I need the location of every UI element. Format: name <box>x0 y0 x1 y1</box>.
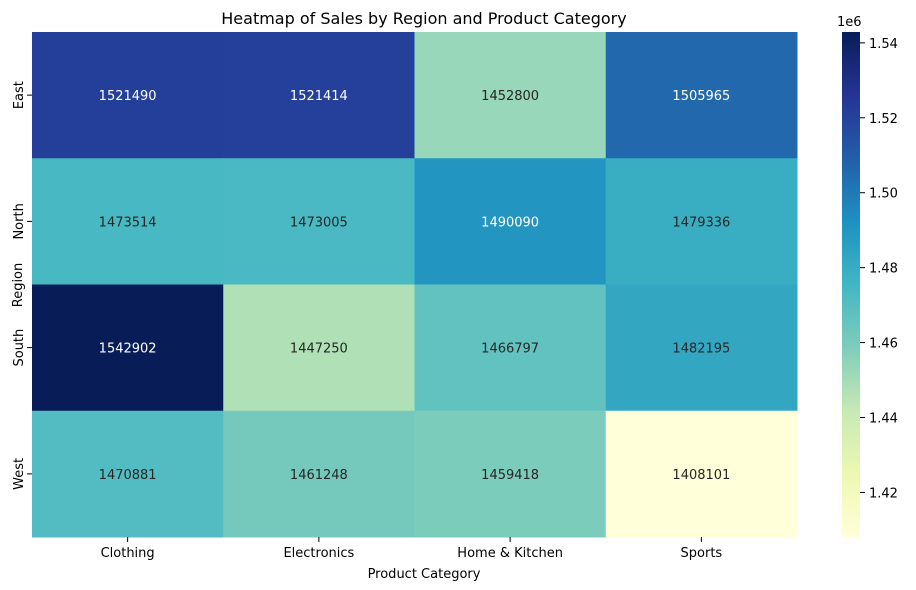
cell-value-label: 1461248 <box>290 468 348 483</box>
y-axis-ticks: East North South West <box>12 81 32 490</box>
heatmap-cell <box>414 284 607 412</box>
cell-value-label: 1542902 <box>99 342 157 357</box>
colorbar-tick-label: 1.52 <box>869 112 898 127</box>
heatmap-cell <box>32 410 224 538</box>
cell-value-label: 1459418 <box>481 468 539 483</box>
colorbar-tick-label: 1.42 <box>869 486 898 501</box>
heatmap-cell <box>32 158 224 285</box>
x-tick-label: Home & Kitchen <box>457 546 563 561</box>
heatmap-cell <box>223 410 415 538</box>
colorbar-tick-label: 1.50 <box>869 187 898 202</box>
heatmap-cell <box>414 410 607 538</box>
heatmap-cell <box>414 158 607 285</box>
colorbar-tick-label: 1.44 <box>869 411 898 426</box>
y-tick-label: West <box>12 458 27 490</box>
cell-value-label: 1447250 <box>290 342 348 357</box>
cell-value-label: 1466797 <box>481 342 539 357</box>
colorbar: 1.42 1.44 1.46 1.48 1.50 1.52 1.54 1e6 <box>837 15 898 537</box>
heatmap-cell <box>605 158 798 285</box>
cell-value-label: 1408101 <box>672 468 730 483</box>
cell-value-label: 1452800 <box>481 89 539 104</box>
cell-value-label: 1479336 <box>672 215 730 230</box>
y-axis-label: Region <box>11 263 26 308</box>
cell-value-label: 1490090 <box>481 215 539 230</box>
x-tick-label: Clothing <box>101 546 155 561</box>
heatmap-cell <box>223 32 415 159</box>
cell-value-label: 1473514 <box>99 215 157 230</box>
cell-value-label: 1473005 <box>290 215 348 230</box>
colorbar-gradient <box>842 32 860 537</box>
x-tick-label: Sports <box>681 546 723 561</box>
x-axis-ticks: Clothing Electronics Home & Kitchen Sports <box>101 537 723 561</box>
x-axis-label: Product Category <box>368 567 481 582</box>
heatmap-cell <box>605 284 798 412</box>
y-tick-label: North <box>12 203 27 239</box>
heatmap-cell <box>605 410 798 538</box>
heatmap-cell <box>414 32 607 159</box>
cell-value-label: 1521490 <box>99 89 157 104</box>
cell-value-label: 1521414 <box>290 89 348 104</box>
colorbar-multiplier-label: 1e6 <box>837 15 862 30</box>
colorbar-tick-label: 1.48 <box>869 262 898 277</box>
heatmap-cells: 1521490 1521414 1452800 1505965 1473514 14730… <box>32 32 798 538</box>
heatmap-cell <box>223 284 415 412</box>
cell-value-label: 1482195 <box>672 342 730 357</box>
cell-value-label: 1470881 <box>99 468 157 483</box>
y-tick-label: South <box>12 329 27 367</box>
colorbar-ticks: 1.42 1.44 1.46 1.48 1.50 1.52 1.54 <box>860 37 898 501</box>
chart-title: Heatmap of Sales by Region and Product C… <box>221 9 626 28</box>
x-tick-label: Electronics <box>283 546 354 561</box>
colorbar-tick-label: 1.54 <box>869 37 898 52</box>
colorbar-tick-label: 1.46 <box>869 337 898 352</box>
cell-value-label: 1505965 <box>672 89 730 104</box>
heatmap-cell <box>32 284 224 412</box>
heatmap-cell <box>605 32 798 159</box>
heatmap-cell <box>32 32 224 159</box>
heatmap-cell <box>223 158 415 285</box>
y-tick-label: East <box>12 81 27 109</box>
